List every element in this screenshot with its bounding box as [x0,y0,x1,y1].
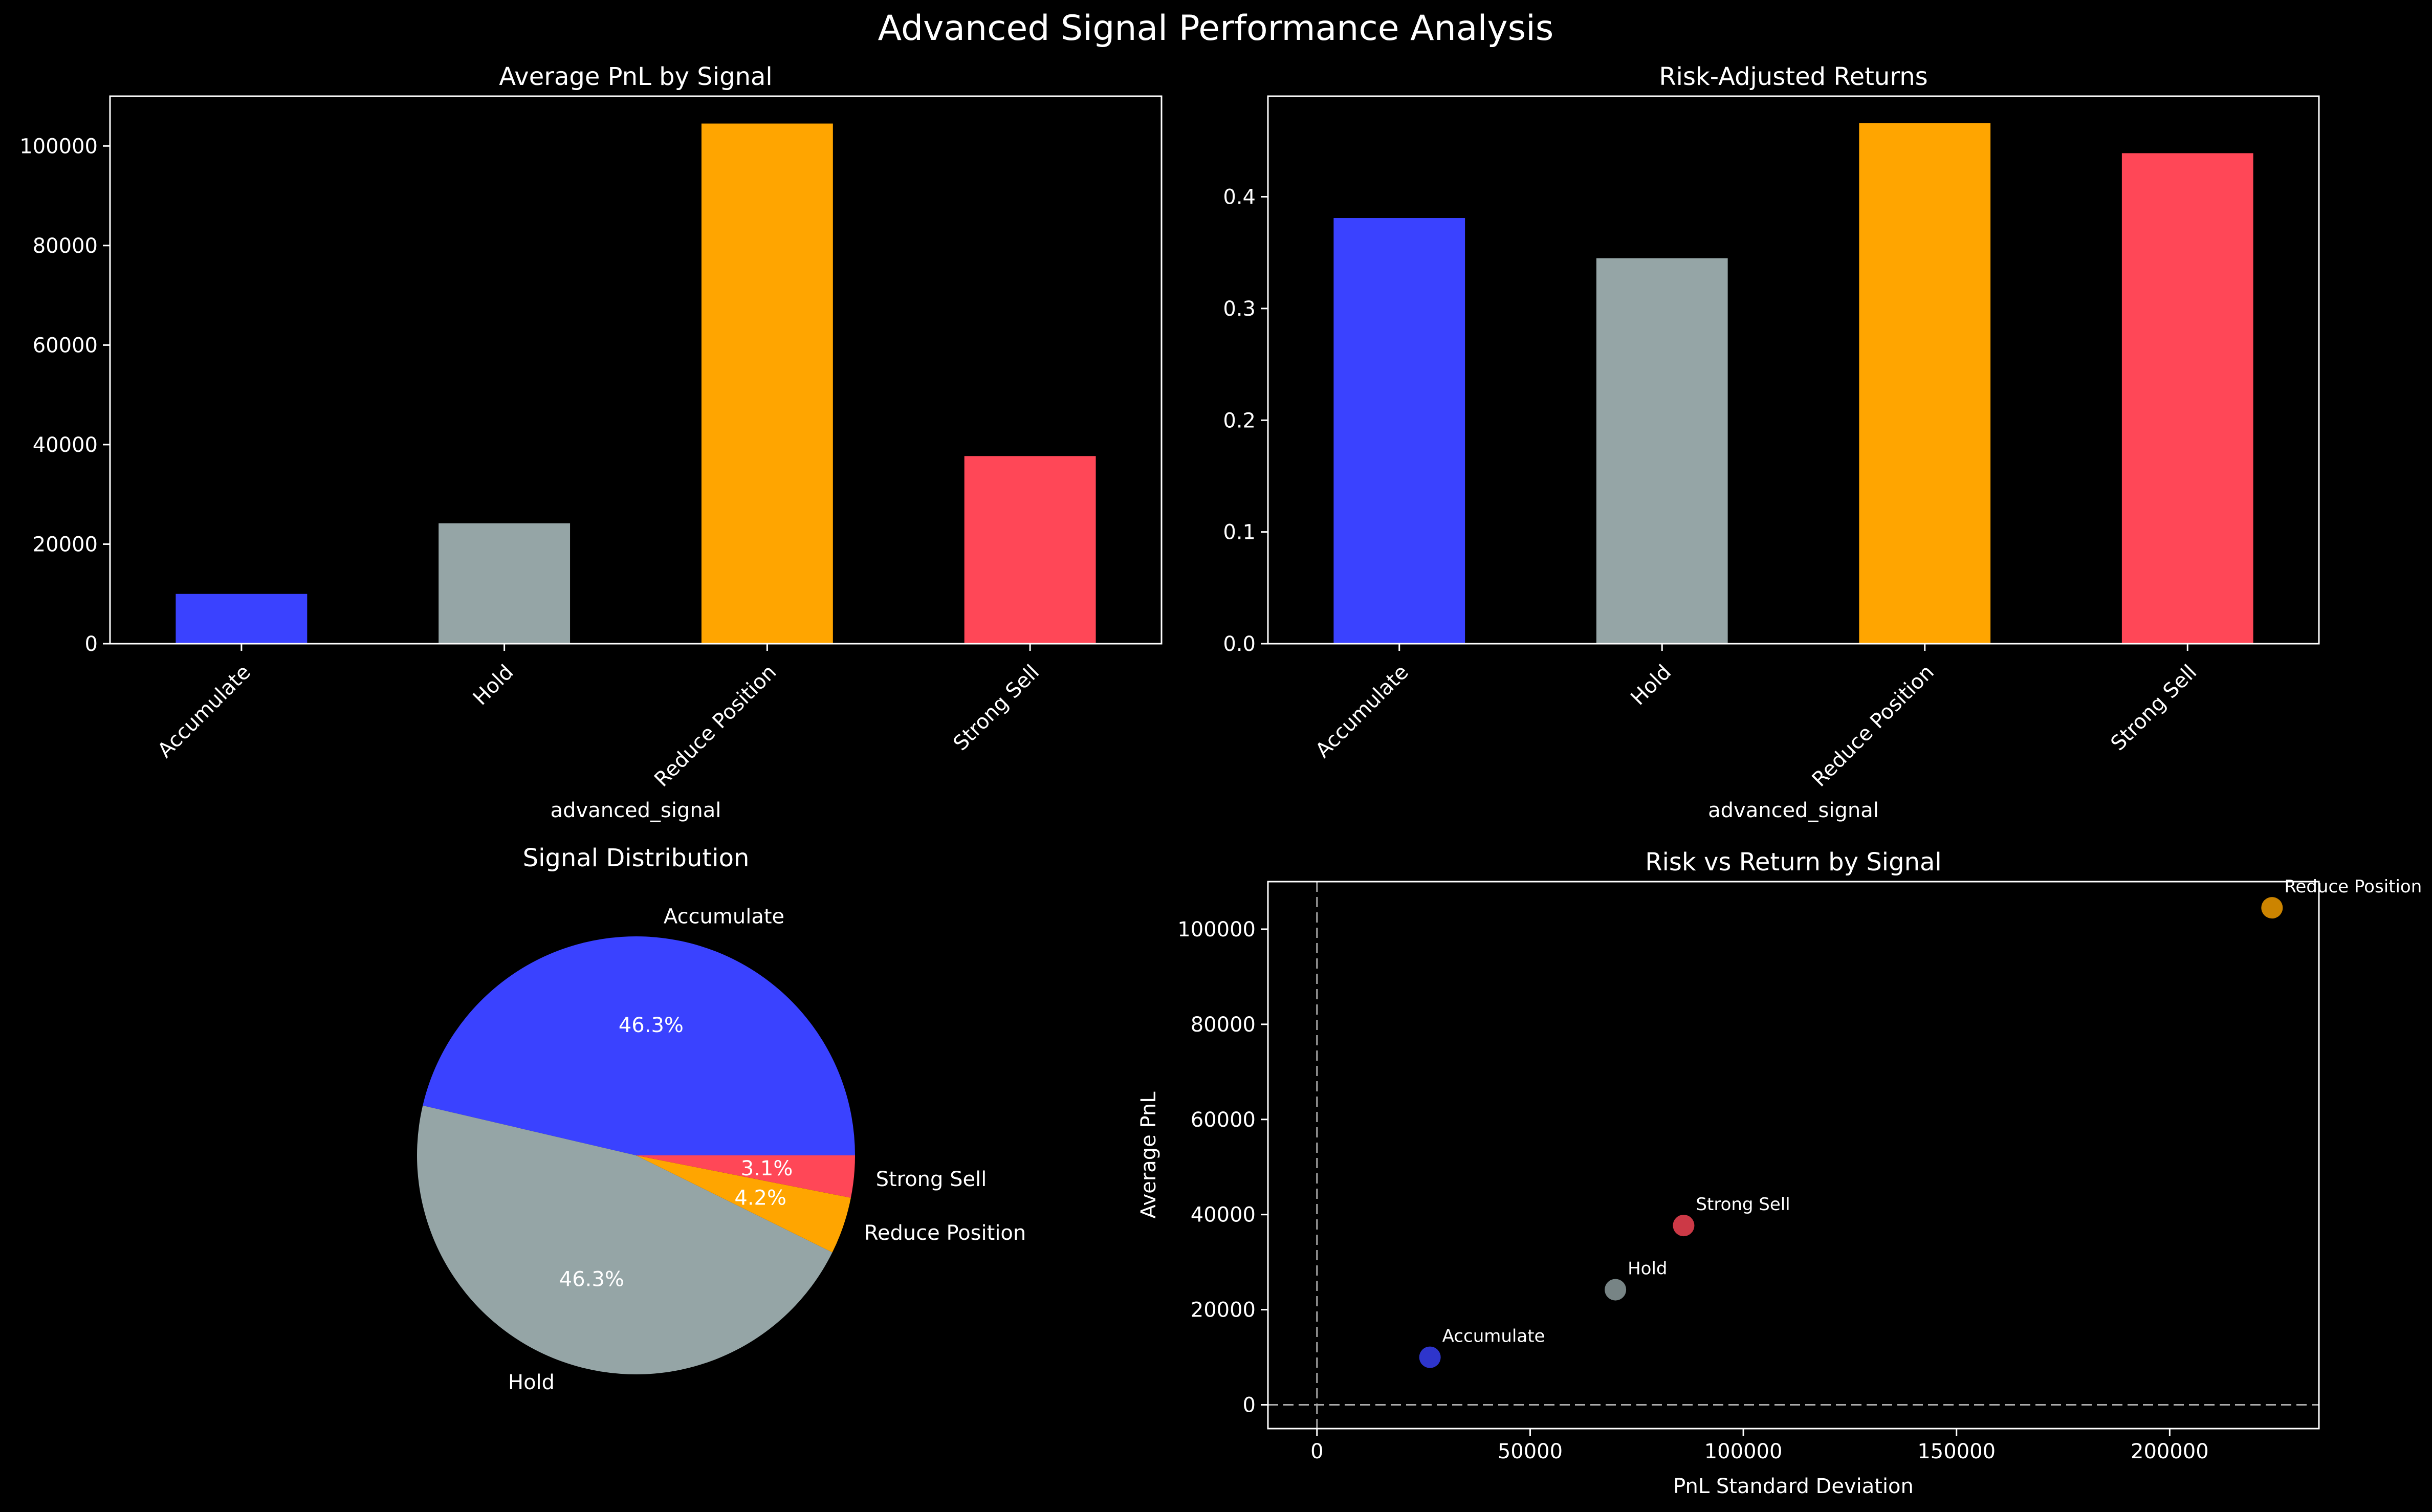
pie-percent-hold: 46.3% [559,1268,624,1291]
chart-title: Risk-Adjusted Returns [1659,62,1927,91]
bar-hold [439,523,571,644]
y-tick-label: 40000 [33,433,98,457]
scatter-label-accumulate: Accumulate [1442,1326,1545,1347]
pie-slice-accumulate [423,936,855,1155]
bar-strong-sell [2121,153,2253,644]
x-axis-label: advanced_signal [551,799,721,822]
plot-frame [1267,95,2320,645]
x-tick-label: 50000 [1498,1440,1563,1463]
scatter-point-accumulate [1419,1346,1441,1368]
pie-label-reduce-position: Reduce Position [864,1221,1026,1245]
scatter-label-hold: Hold [1628,1259,1667,1279]
bar-accumulate [176,594,308,644]
scatter-point-hold [1605,1279,1627,1301]
pie-label-accumulate: Accumulate [664,905,784,928]
y-tick-label: 60000 [33,334,98,357]
pie-slice-strong-sell [636,1155,855,1198]
pie-percent-strong-sell: 3.1% [741,1157,793,1180]
pie-label-hold: Hold [508,1371,555,1394]
scatter-label-reduce-position: Reduce Position [2284,876,2422,897]
pie-label-strong-sell: Strong Sell [876,1168,987,1191]
y-tick-label: 0.3 [1223,297,1256,321]
x-axis-label: PnL Standard Deviation [1673,1475,1914,1498]
y-axis-label: Average PnL [1137,1091,1160,1219]
x-tick-label: 150000 [1917,1440,1996,1463]
y-tick-label: 80000 [33,234,98,258]
bar-hold [1596,258,1728,644]
y-tick-label: 0 [1243,1394,1256,1417]
pie-percent-accumulate: 46.3% [619,1014,684,1037]
signal-distribution-pie-chart: Signal Distribution Accumulate 46.3% Hold 46… [417,844,1026,1394]
y-tick-label: 0.4 [1223,186,1256,209]
y-tick-label: 60000 [1191,1108,1256,1132]
y-tick-label: 100000 [1177,918,1256,941]
scatter-point-reduce-position [2261,897,2283,919]
y-tick-label: 0.2 [1223,409,1256,432]
pie-slice-reduce-position [636,1155,851,1253]
y-tick-label: 20000 [1191,1299,1256,1322]
plot-frame [109,95,1163,645]
chart-title: Risk vs Return by Signal [1645,848,1942,876]
x-tick-label: 200000 [2131,1440,2209,1463]
x-axis-label: advanced_signal [1708,799,1879,822]
chart-title: Average PnL by Signal [499,62,772,91]
y-tick-label: 100000 [19,135,98,158]
scatter-label-strong-sell: Strong Sell [1696,1194,1790,1215]
y-tick-label: 0.0 [1223,632,1256,656]
pie-percent-reduce-position: 4.2% [734,1186,786,1210]
y-tick-label: 20000 [33,533,98,556]
x-tick-label: 0 [1310,1440,1323,1463]
bar-accumulate [1333,218,1465,644]
y-tick-label: 0 [85,632,98,656]
y-tick-label: 40000 [1191,1203,1256,1227]
x-tick-label: 100000 [1704,1440,1783,1463]
bar-reduce-position [701,123,833,644]
bar-reduce-position [1859,123,1991,644]
scatter-point-strong-sell [1673,1215,1695,1237]
bar-strong-sell [964,456,1096,644]
risk-vs-return-scatter-chart: Risk vs Return by Signal Accumulate Hold St… [1137,848,2422,1498]
figure-title: Advanced Signal Performance Analysis [878,8,1554,49]
y-tick-label: 0.1 [1223,521,1256,544]
pie-slice-hold [417,1105,832,1374]
plot-frame [1267,881,2320,1430]
y-tick-label: 80000 [1191,1013,1256,1037]
chart-title: Signal Distribution [523,844,750,872]
